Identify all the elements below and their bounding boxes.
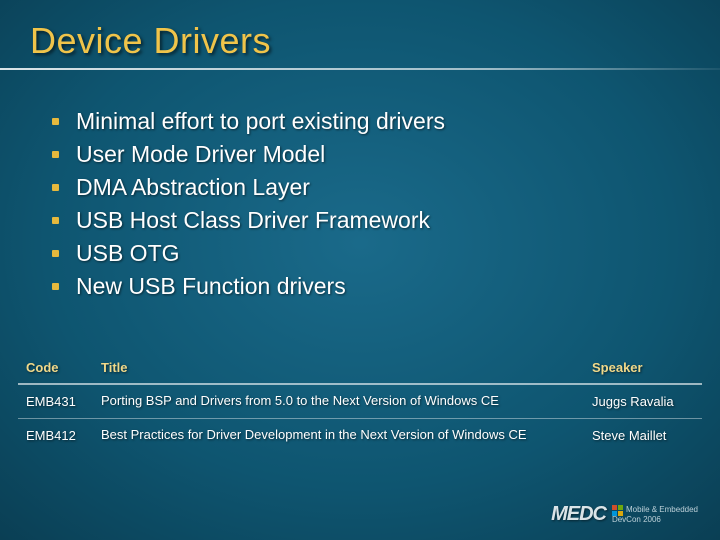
cell-code: EMB412 bbox=[18, 418, 93, 451]
title-underline bbox=[0, 68, 720, 70]
bullet-list: Minimal effort to port existing drivers … bbox=[52, 106, 690, 302]
col-header-title: Title bbox=[93, 352, 584, 384]
cell-code: EMB431 bbox=[18, 384, 93, 418]
footer-logo: MEDC Mobile & Embedded DevCon 2006 bbox=[551, 503, 698, 526]
bullet-item: DMA Abstraction Layer bbox=[52, 172, 690, 203]
sessions-table-wrap: Code Title Speaker EMB431 Porting BSP an… bbox=[18, 352, 702, 452]
sessions-table: Code Title Speaker EMB431 Porting BSP an… bbox=[18, 352, 702, 452]
brand-subtext: Mobile & Embedded DevCon 2006 bbox=[612, 504, 698, 525]
table-row: EMB412 Best Practices for Driver Develop… bbox=[18, 418, 702, 451]
bullet-item: USB OTG bbox=[52, 238, 690, 269]
slide-title: Device Drivers bbox=[30, 20, 690, 62]
bullet-item: User Mode Driver Model bbox=[52, 139, 690, 170]
brand-glyph: MEDC bbox=[551, 503, 606, 526]
slide: Device Drivers Minimal effort to port ex… bbox=[0, 0, 720, 540]
bullet-item: New USB Function drivers bbox=[52, 271, 690, 302]
cell-speaker: Steve Maillet bbox=[584, 418, 702, 451]
brand-line1: Mobile & Embedded bbox=[626, 505, 698, 514]
cell-title: Porting BSP and Drivers from 5.0 to the … bbox=[93, 384, 584, 418]
table-row: EMB431 Porting BSP and Drivers from 5.0 … bbox=[18, 384, 702, 418]
bullet-item: USB Host Class Driver Framework bbox=[52, 205, 690, 236]
col-header-speaker: Speaker bbox=[584, 352, 702, 384]
brand-line2: DevCon 2006 bbox=[612, 515, 661, 524]
cell-speaker: Juggs Ravalia bbox=[584, 384, 702, 418]
col-header-code: Code bbox=[18, 352, 93, 384]
bullet-item: Minimal effort to port existing drivers bbox=[52, 106, 690, 137]
table-header-row: Code Title Speaker bbox=[18, 352, 702, 384]
cell-title: Best Practices for Driver Development in… bbox=[93, 418, 584, 451]
